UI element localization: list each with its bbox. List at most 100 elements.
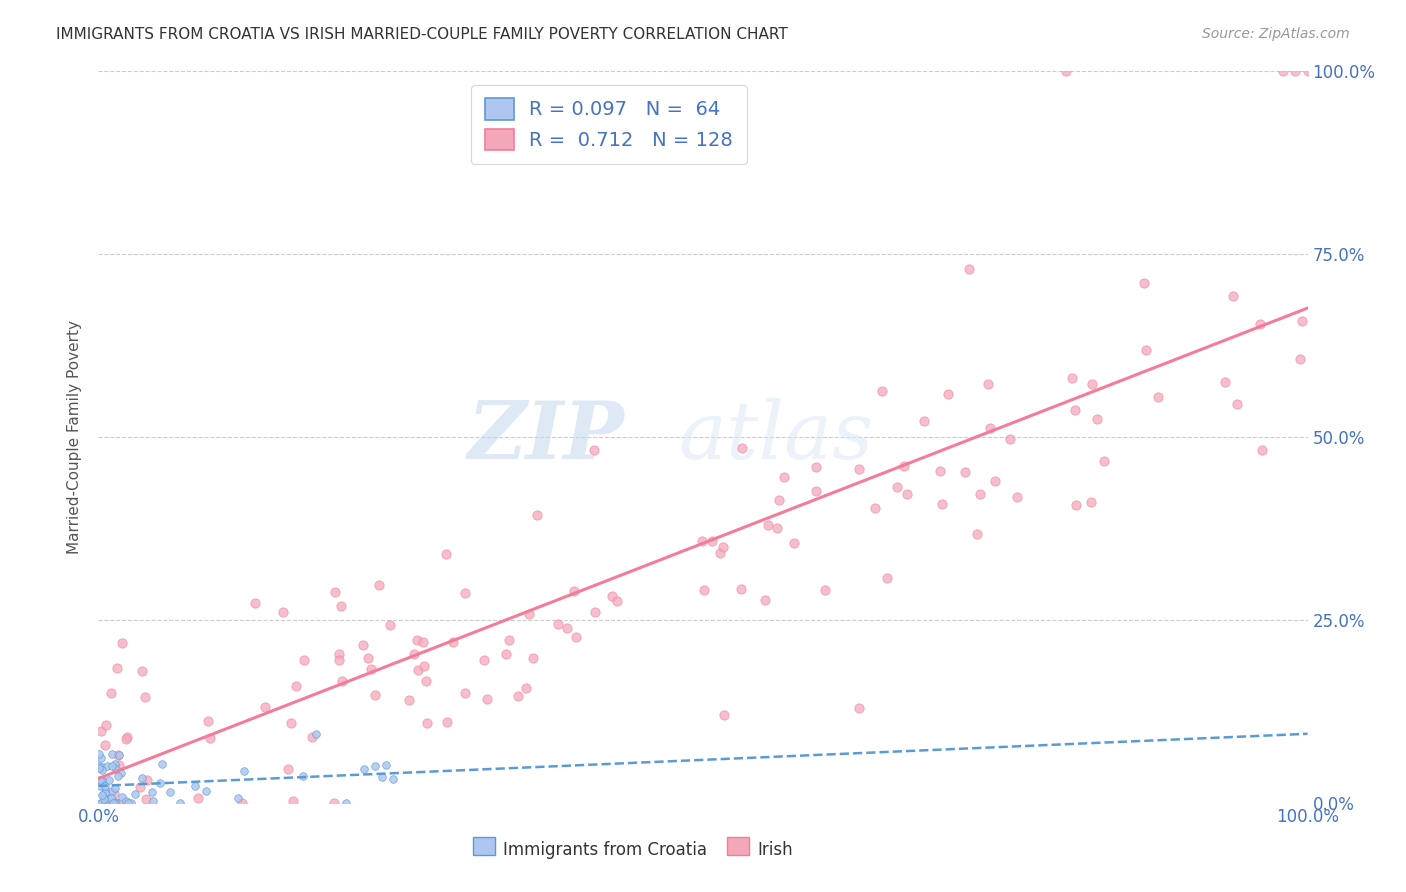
- Point: [100, 791, 122, 805]
- Point: [754, 593, 776, 607]
- Point: [508, 689, 530, 703]
- Point: [806, 484, 828, 499]
- Point: [150, 757, 173, 772]
- Point: [886, 480, 908, 494]
- Point: [232, 764, 254, 778]
- Point: [280, 715, 302, 730]
- Text: atlas: atlas: [678, 399, 873, 475]
- Point: [522, 651, 544, 665]
- Point: [713, 707, 735, 722]
- Point: [804, 459, 827, 474]
- Point: [756, 518, 779, 533]
- Point: [415, 674, 437, 689]
- Point: [863, 500, 886, 515]
- Point: [364, 759, 387, 773]
- Point: [93, 792, 115, 806]
- Point: [931, 497, 953, 511]
- Point: [519, 607, 541, 621]
- Point: [441, 635, 464, 649]
- Point: [1226, 397, 1249, 411]
- Point: [1296, 64, 1319, 78]
- Point: [1064, 498, 1087, 512]
- Point: [226, 790, 249, 805]
- Point: [357, 651, 380, 665]
- Point: [1288, 351, 1310, 366]
- Point: [434, 547, 457, 561]
- Point: [814, 582, 837, 597]
- Point: [404, 647, 426, 661]
- Point: [872, 384, 894, 398]
- Point: [120, 796, 142, 810]
- Point: [1272, 64, 1295, 78]
- Point: [98, 772, 121, 787]
- Point: [912, 414, 935, 428]
- Point: [94, 779, 117, 793]
- Point: [692, 534, 714, 549]
- Point: [91, 773, 114, 788]
- Point: [142, 794, 165, 808]
- Point: [979, 421, 1001, 435]
- Point: [378, 618, 401, 632]
- Point: [938, 387, 960, 401]
- Point: [412, 635, 434, 649]
- Point: [360, 662, 382, 676]
- Point: [1085, 412, 1108, 426]
- Point: [1222, 289, 1244, 303]
- Point: [245, 596, 267, 610]
- Point: [292, 769, 315, 783]
- Point: [1062, 370, 1084, 384]
- Point: [416, 716, 439, 731]
- Point: [115, 796, 138, 810]
- Text: ZIP: ZIP: [468, 399, 624, 475]
- Point: [398, 693, 420, 707]
- Point: [292, 653, 315, 667]
- Point: [93, 782, 115, 797]
- Point: [454, 686, 477, 700]
- Point: [353, 762, 375, 776]
- Point: [955, 465, 977, 479]
- Point: [709, 546, 731, 560]
- Point: [702, 534, 724, 549]
- Point: [1135, 343, 1157, 357]
- Point: [197, 714, 219, 728]
- Point: [91, 788, 114, 802]
- Point: [1249, 317, 1271, 331]
- Point: [97, 796, 120, 810]
- Point: [231, 796, 253, 810]
- Point: [115, 794, 138, 808]
- Point: [1054, 64, 1077, 78]
- Point: [104, 762, 127, 776]
- Point: [184, 779, 207, 793]
- Point: [115, 732, 138, 747]
- Point: [325, 584, 347, 599]
- Point: [105, 796, 128, 810]
- Point: [148, 775, 170, 789]
- FancyBboxPatch shape: [474, 837, 495, 855]
- Point: [966, 527, 988, 541]
- Point: [413, 659, 436, 673]
- Point: [1064, 403, 1087, 417]
- Point: [100, 759, 122, 773]
- Point: [117, 730, 139, 744]
- Point: [100, 686, 122, 700]
- Point: [1092, 454, 1115, 468]
- Point: [131, 664, 153, 678]
- Point: [783, 536, 806, 550]
- Point: [103, 786, 125, 800]
- Legend: R = 0.097   N =  64, R =  0.712   N = 128: R = 0.097 N = 64, R = 0.712 N = 128: [471, 85, 747, 164]
- Point: [436, 715, 458, 730]
- Text: Source: ZipAtlas.com: Source: ZipAtlas.com: [1202, 27, 1350, 41]
- Point: [929, 464, 952, 478]
- Point: [371, 770, 394, 784]
- Point: [101, 796, 124, 810]
- Point: [1005, 490, 1028, 504]
- Point: [495, 647, 517, 661]
- Point: [957, 261, 980, 276]
- Point: [301, 730, 323, 744]
- Point: [101, 784, 124, 798]
- Point: [97, 796, 120, 810]
- Point: [89, 774, 111, 789]
- Point: [453, 586, 475, 600]
- Point: [768, 492, 790, 507]
- Point: [100, 747, 122, 761]
